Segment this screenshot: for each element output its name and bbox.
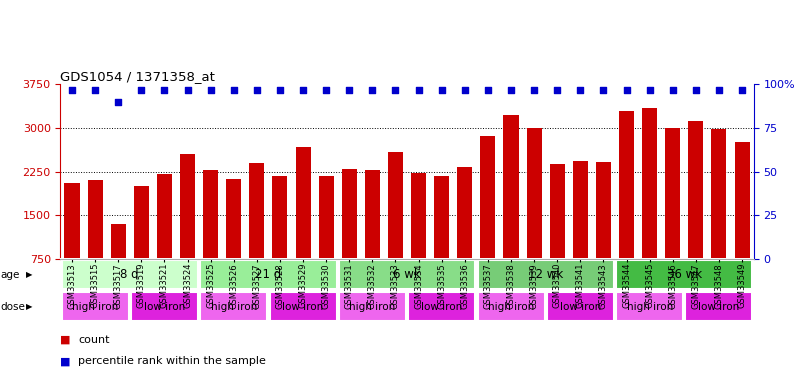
Bar: [157, 174, 172, 302]
Text: high iron: high iron: [626, 302, 673, 312]
Text: GDS1054 / 1371358_at: GDS1054 / 1371358_at: [60, 70, 215, 83]
Text: 6 wk: 6 wk: [393, 268, 421, 281]
Point: [273, 87, 286, 93]
Bar: [712, 129, 726, 302]
Bar: [411, 173, 426, 302]
Bar: [685, 292, 753, 321]
Text: low iron: low iron: [559, 302, 601, 312]
Point: [620, 87, 633, 93]
Text: 12 wk: 12 wk: [528, 268, 563, 281]
Bar: [342, 169, 357, 302]
Bar: [457, 168, 472, 302]
Bar: [200, 260, 337, 290]
Text: count: count: [78, 334, 110, 345]
Bar: [477, 260, 614, 290]
Point: [505, 87, 517, 93]
Point: [481, 87, 494, 93]
Text: percentile rank within the sample: percentile rank within the sample: [78, 357, 266, 366]
Point: [251, 87, 264, 93]
Bar: [526, 128, 542, 302]
Bar: [550, 164, 565, 302]
Bar: [573, 161, 588, 302]
Bar: [61, 260, 198, 290]
Text: age: age: [1, 270, 20, 280]
Point: [574, 87, 587, 93]
Bar: [269, 292, 337, 321]
Bar: [388, 152, 403, 302]
Text: 36 wk: 36 wk: [667, 268, 702, 281]
Text: 21 d: 21 d: [256, 268, 281, 281]
Point: [204, 87, 217, 93]
Bar: [365, 170, 380, 302]
Point: [412, 87, 425, 93]
Bar: [596, 162, 611, 302]
Point: [713, 87, 725, 93]
Bar: [408, 292, 476, 321]
Point: [689, 87, 702, 93]
Text: low iron: low iron: [421, 302, 463, 312]
Text: ▶: ▶: [26, 270, 32, 279]
Bar: [110, 224, 126, 302]
Point: [297, 87, 310, 93]
Text: 8 d: 8 d: [120, 268, 139, 281]
Point: [667, 87, 679, 93]
Bar: [249, 163, 264, 302]
Bar: [616, 292, 683, 321]
Bar: [546, 292, 614, 321]
Text: ▶: ▶: [26, 302, 32, 311]
Bar: [200, 292, 268, 321]
Bar: [318, 176, 334, 302]
Bar: [203, 170, 218, 302]
Point: [389, 87, 402, 93]
Bar: [688, 121, 704, 302]
Bar: [477, 292, 545, 321]
Bar: [504, 115, 518, 302]
Point: [459, 87, 472, 93]
Point: [736, 87, 749, 93]
Text: low iron: low iron: [282, 302, 324, 312]
Bar: [339, 292, 406, 321]
Point: [112, 99, 125, 105]
Bar: [272, 176, 288, 302]
Text: ■: ■: [60, 357, 71, 366]
Text: high iron: high iron: [488, 302, 534, 312]
Bar: [64, 183, 80, 302]
Bar: [61, 292, 129, 321]
Bar: [642, 108, 657, 302]
Point: [65, 87, 78, 93]
Point: [643, 87, 656, 93]
Text: ■: ■: [60, 334, 71, 345]
Bar: [88, 180, 102, 302]
Point: [343, 87, 355, 93]
Bar: [665, 128, 680, 302]
Bar: [339, 260, 476, 290]
Text: low iron: low iron: [143, 302, 185, 312]
Bar: [226, 178, 241, 302]
Bar: [619, 111, 634, 302]
Point: [435, 87, 448, 93]
Point: [227, 87, 240, 93]
Text: high iron: high iron: [210, 302, 257, 312]
Point: [181, 87, 194, 93]
Point: [320, 87, 333, 93]
Point: [135, 87, 147, 93]
Bar: [616, 260, 753, 290]
Text: high iron: high iron: [72, 302, 118, 312]
Point: [89, 87, 102, 93]
Bar: [180, 154, 195, 302]
Text: low iron: low iron: [698, 302, 740, 312]
Bar: [131, 292, 198, 321]
Point: [550, 87, 563, 93]
Bar: [296, 147, 310, 302]
Point: [366, 87, 379, 93]
Bar: [734, 142, 750, 302]
Text: high iron: high iron: [349, 302, 396, 312]
Text: dose: dose: [1, 302, 26, 312]
Bar: [434, 176, 449, 302]
Point: [528, 87, 541, 93]
Bar: [134, 186, 149, 302]
Bar: [480, 135, 496, 302]
Point: [158, 87, 171, 93]
Point: [597, 87, 610, 93]
